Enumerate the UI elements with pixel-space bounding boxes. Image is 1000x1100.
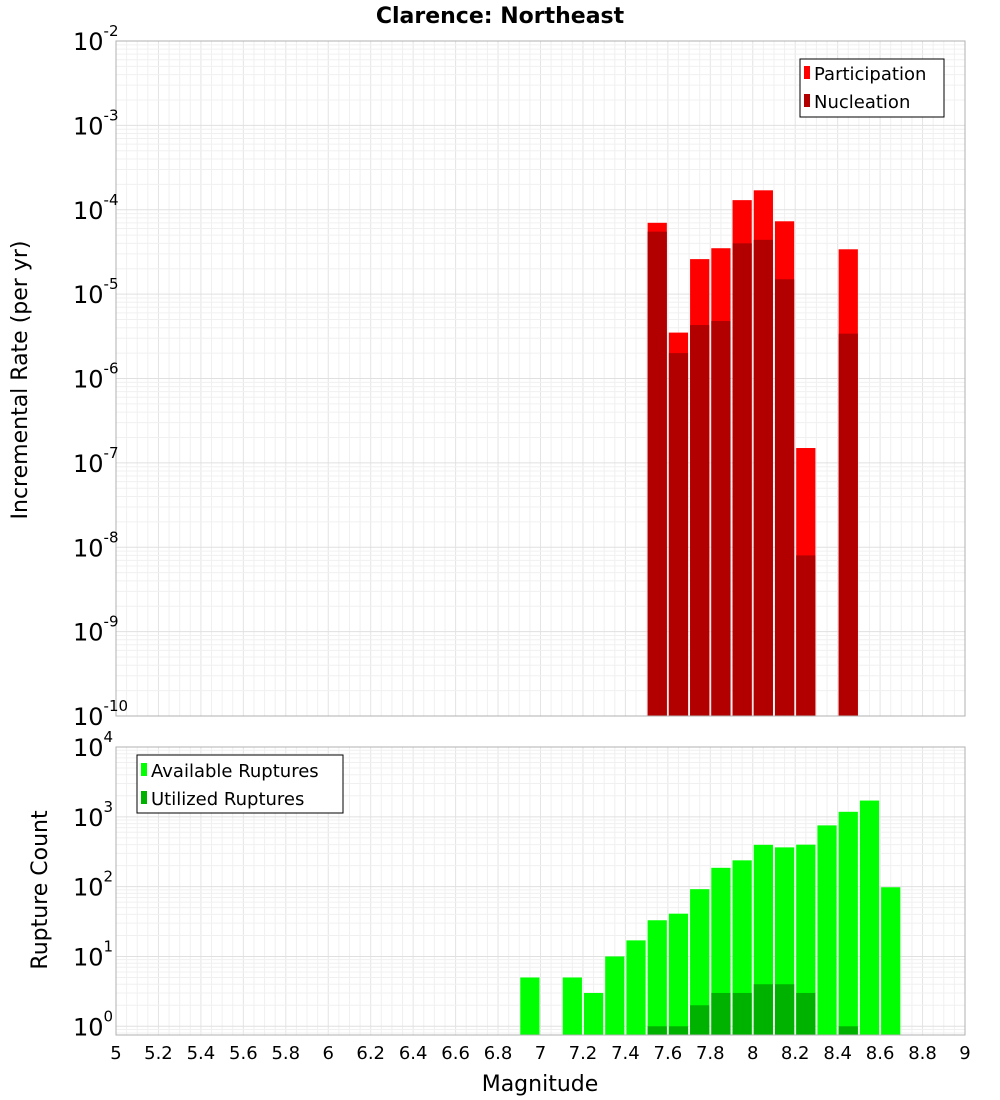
nucleation-legend-swatch (804, 94, 810, 107)
bottom-bar (690, 1005, 710, 1035)
x-tick-label: 7 (535, 1043, 546, 1064)
bottom-bar (859, 800, 880, 1035)
utilized-ruptures-legend-label: Utilized Ruptures (151, 789, 304, 810)
chart-title: Clarence: Northeast (376, 4, 625, 29)
bottom-bar (796, 844, 816, 1035)
bottom-bar (583, 992, 604, 1035)
x-tick-label: 7.4 (611, 1043, 640, 1064)
x-ticks: 5 5.2 5.4 5.6 5.8 6 6.2 6.4 6.6 6.8 7 7.2 7.4 7.6 7.8 8… (110, 1043, 970, 1064)
x-tick-label: 5.6 (229, 1043, 258, 1064)
x-tick-label: 7.6 (654, 1043, 683, 1064)
utilized-ruptures-legend-swatch (141, 791, 147, 804)
bottom-y-tick-label: 104 (73, 728, 113, 762)
x-tick-label: 8 (747, 1043, 758, 1064)
top-legend: Participation Nucleation (799, 58, 945, 118)
top-bar (732, 243, 752, 717)
bottom-bar (520, 977, 540, 1035)
bottom-bar (562, 977, 582, 1035)
x-tick-label: 8.6 (866, 1043, 895, 1064)
bottom-bar (668, 1026, 689, 1035)
available-ruptures-legend-swatch (141, 763, 147, 776)
top-series-nucleation (647, 231, 858, 717)
nucleation-legend-label: Nucleation (814, 92, 910, 113)
x-tick-label: 9 (959, 1043, 970, 1064)
bottom-bar (690, 889, 710, 1035)
x-tick-label: 8.4 (823, 1043, 852, 1064)
x-tick-label: 6.6 (441, 1043, 470, 1064)
x-tick-label: 6.2 (356, 1043, 385, 1064)
x-tick-label: 7.2 (569, 1043, 598, 1064)
top-bar (838, 333, 858, 716)
top-bar (753, 239, 773, 716)
bottom-y-ticks: 100 101 102 103 104 (73, 728, 113, 1041)
bottom-legend-box (136, 754, 344, 814)
bottom-bar (732, 992, 752, 1035)
bottom-bar (838, 1026, 858, 1035)
top-y-tick-label: 10-3 (73, 106, 119, 140)
bottom-bar (668, 913, 689, 1035)
x-tick-label: 6 (323, 1043, 334, 1064)
top-y-tick-label: 10-7 (73, 444, 119, 478)
bottom-bar (732, 860, 752, 1035)
top-grid (115, 41, 966, 717)
bottom-bar (647, 1026, 667, 1035)
x-tick-label: 7.8 (696, 1043, 725, 1064)
participation-legend-swatch (804, 66, 810, 79)
x-tick-label: 5.2 (144, 1043, 173, 1064)
bottom-y-tick-label: 101 (73, 937, 113, 971)
top-legend-box (799, 58, 945, 118)
top-plot-area: 10-10 10-9 10-8 10-7 10-6 10-5 10-4 10-3 10-2 (73, 22, 966, 731)
top-y-tick-label: 10-6 (73, 360, 119, 394)
x-tick-label: 5.4 (187, 1043, 216, 1064)
top-y-ticks: 10-10 10-9 10-8 10-7 10-6 10-5 10-4 10-3 10-2 (73, 22, 128, 731)
bottom-y-axis-label: Rupture Count (28, 810, 53, 970)
x-tick-label: 5 (110, 1043, 121, 1064)
top-plot-border (115, 40, 966, 717)
bottom-plot-border (115, 746, 966, 1036)
bottom-bar (626, 940, 646, 1035)
top-bar (647, 231, 667, 716)
bottom-y-tick-label: 102 (73, 868, 113, 902)
x-tick-label: 5.8 (271, 1043, 300, 1064)
x-axis-label: Magnitude (482, 1072, 599, 1097)
top-bar (668, 353, 689, 716)
x-tick-label: 6.8 (484, 1043, 513, 1064)
bottom-bar (881, 887, 901, 1035)
top-y-tick-label: 10-5 (73, 275, 119, 309)
x-tick-label: 8.2 (781, 1043, 810, 1064)
x-tick-label: 6.4 (399, 1043, 428, 1064)
bottom-legend: Available Ruptures Utilized Ruptures (136, 754, 344, 814)
bottom-y-tick-label: 100 (73, 1007, 113, 1041)
participation-legend-label: Participation (814, 64, 926, 85)
bottom-bar (817, 825, 837, 1035)
top-y-tick-label: 10-9 (73, 613, 119, 647)
bottom-bar (753, 984, 773, 1035)
top-bar (774, 279, 795, 716)
top-bar (711, 321, 731, 716)
top-y-tick-label: 10-8 (73, 528, 119, 562)
top-bar (796, 555, 816, 716)
top-y-tick-label: 10-2 (73, 22, 119, 56)
bottom-bar (605, 956, 625, 1035)
bottom-series-utilized-ruptures (647, 984, 858, 1035)
bottom-bar (796, 992, 816, 1035)
top-bar (690, 325, 710, 716)
bottom-bar (774, 984, 795, 1035)
x-tick-label: 8.8 (908, 1043, 937, 1064)
available-ruptures-legend-label: Available Ruptures (151, 761, 319, 782)
bottom-y-tick-label: 103 (73, 798, 113, 832)
top-y-tick-label: 10-4 (73, 191, 119, 225)
top-y-tick-label: 10-10 (73, 697, 128, 731)
bottom-bar (647, 920, 667, 1035)
bottom-bar (711, 992, 731, 1035)
top-y-axis-label: Incremental Rate (per yr) (8, 241, 33, 520)
bottom-bar (838, 811, 858, 1035)
